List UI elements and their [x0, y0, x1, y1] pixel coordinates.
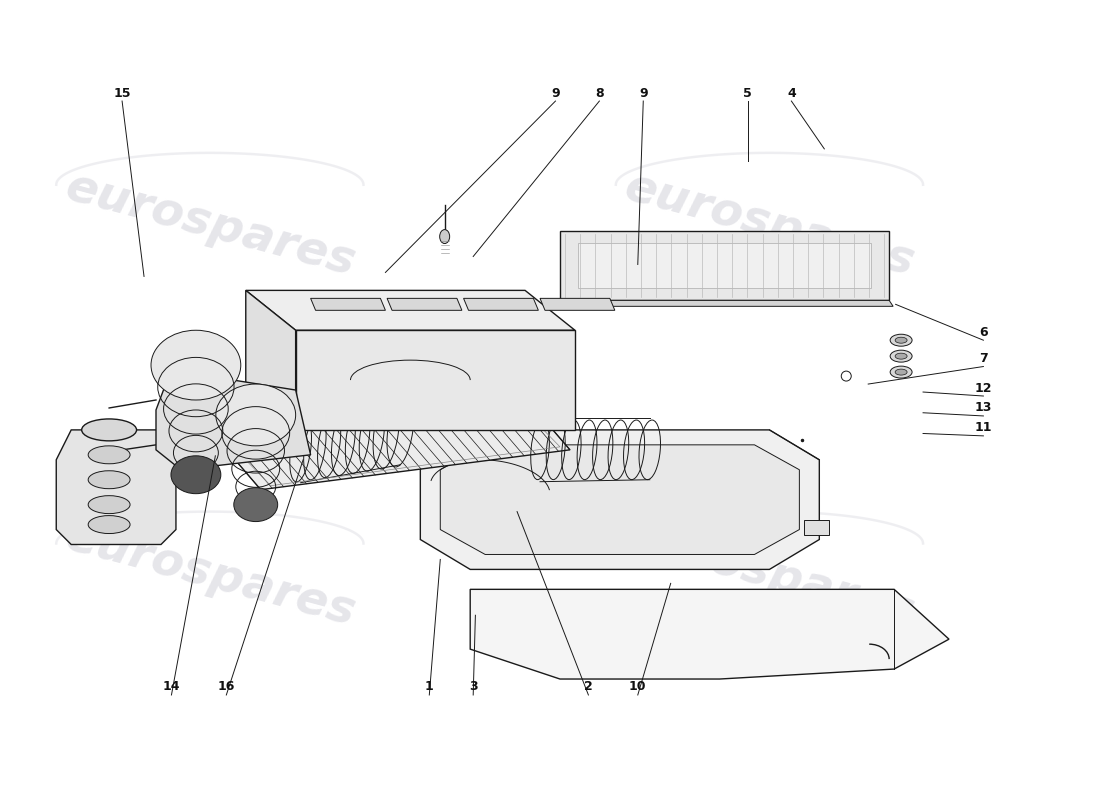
Polygon shape [296, 330, 575, 430]
Polygon shape [201, 370, 510, 420]
Ellipse shape [234, 488, 277, 522]
Ellipse shape [81, 419, 136, 441]
Ellipse shape [895, 353, 908, 359]
Ellipse shape [88, 515, 130, 534]
Ellipse shape [216, 384, 296, 446]
Polygon shape [387, 298, 462, 310]
Ellipse shape [440, 230, 450, 243]
Text: 9: 9 [639, 86, 648, 99]
Ellipse shape [890, 350, 912, 362]
Polygon shape [156, 370, 310, 470]
Polygon shape [420, 430, 820, 570]
Ellipse shape [88, 496, 130, 514]
Ellipse shape [151, 330, 241, 400]
Text: eurospares: eurospares [619, 515, 920, 636]
Ellipse shape [88, 470, 130, 489]
Polygon shape [245, 290, 575, 330]
Text: 13: 13 [975, 402, 992, 414]
Ellipse shape [895, 369, 908, 375]
Text: 11: 11 [975, 422, 992, 434]
Text: 14: 14 [163, 681, 180, 694]
Polygon shape [56, 430, 176, 545]
Text: 15: 15 [113, 86, 131, 99]
Text: 1: 1 [425, 681, 433, 694]
Text: 8: 8 [595, 86, 604, 99]
Text: 5: 5 [744, 86, 752, 99]
Text: 9: 9 [551, 86, 560, 99]
Polygon shape [804, 519, 829, 534]
Polygon shape [578, 242, 871, 288]
Polygon shape [310, 298, 385, 310]
Text: 16: 16 [218, 681, 235, 694]
Text: eurospares: eurospares [59, 164, 360, 285]
Polygon shape [463, 298, 538, 310]
Polygon shape [470, 590, 949, 679]
Polygon shape [560, 300, 893, 306]
Text: eurospares: eurospares [619, 164, 920, 285]
Text: eurospares: eurospares [59, 515, 360, 636]
Polygon shape [560, 230, 889, 300]
Ellipse shape [895, 338, 908, 343]
Text: 2: 2 [584, 681, 593, 694]
Polygon shape [245, 290, 296, 430]
Text: 4: 4 [786, 86, 795, 99]
Text: 6: 6 [979, 326, 988, 338]
Text: 7: 7 [979, 352, 988, 365]
Ellipse shape [890, 334, 912, 346]
Text: 10: 10 [629, 681, 647, 694]
Ellipse shape [170, 456, 221, 494]
Ellipse shape [890, 366, 912, 378]
Polygon shape [540, 298, 615, 310]
Polygon shape [440, 445, 800, 554]
Polygon shape [201, 380, 570, 490]
Text: 12: 12 [975, 382, 992, 394]
Ellipse shape [88, 446, 130, 464]
Text: 3: 3 [469, 681, 477, 694]
